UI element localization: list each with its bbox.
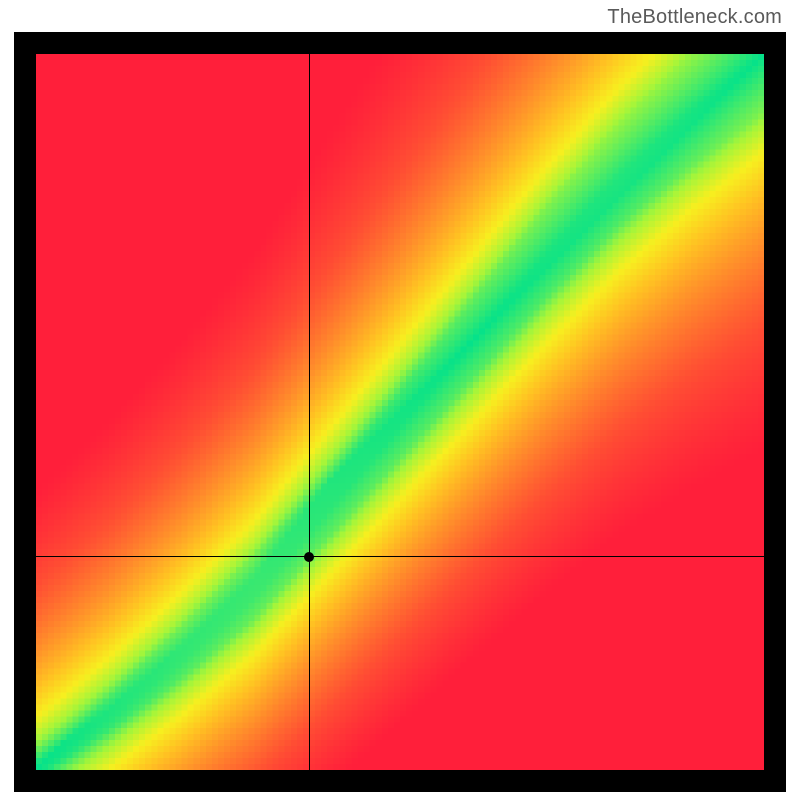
watermark-text: TheBottleneck.com	[607, 6, 782, 29]
crosshair-marker	[304, 552, 314, 562]
crosshair-horizontal	[36, 556, 764, 557]
crosshair-vertical	[309, 54, 310, 770]
bottleneck-heatmap	[36, 54, 764, 770]
